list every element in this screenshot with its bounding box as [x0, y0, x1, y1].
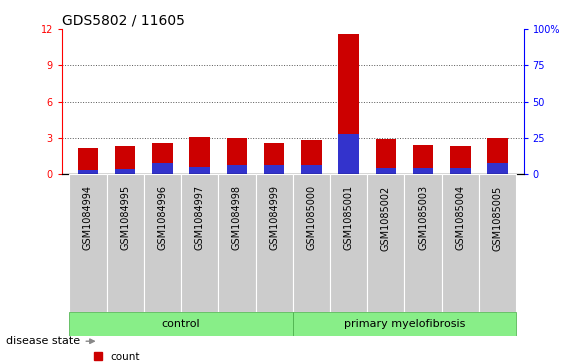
Text: GSM1084998: GSM1084998 — [232, 185, 242, 250]
Text: control: control — [162, 319, 200, 329]
Bar — [181, 174, 218, 312]
Text: GSM1084996: GSM1084996 — [158, 185, 167, 250]
Bar — [69, 174, 106, 312]
Bar — [106, 174, 144, 312]
Text: GSM1085005: GSM1085005 — [493, 185, 503, 250]
Bar — [264, 165, 284, 174]
Bar — [264, 143, 284, 174]
Bar — [293, 174, 330, 312]
Bar — [330, 174, 367, 312]
Text: GSM1084994: GSM1084994 — [83, 185, 93, 250]
Bar — [488, 138, 508, 174]
Bar — [488, 163, 508, 174]
Bar — [413, 168, 434, 174]
Text: GSM1084995: GSM1084995 — [120, 185, 130, 250]
Bar — [413, 145, 434, 174]
Text: GDS5802 / 11605: GDS5802 / 11605 — [62, 14, 185, 28]
Text: primary myelofibrosis: primary myelofibrosis — [344, 319, 465, 329]
Bar — [78, 170, 98, 174]
Bar — [450, 146, 471, 174]
Text: GSM1085004: GSM1085004 — [455, 185, 465, 250]
Bar — [367, 174, 404, 312]
Bar — [218, 174, 256, 312]
Text: GSM1084997: GSM1084997 — [195, 185, 205, 250]
Bar — [144, 174, 181, 312]
Bar — [376, 168, 396, 174]
Bar — [115, 146, 136, 174]
Text: GSM1085003: GSM1085003 — [418, 185, 428, 250]
Bar — [338, 134, 359, 174]
Bar — [69, 312, 293, 336]
Bar — [301, 165, 321, 174]
Bar — [115, 169, 136, 174]
Bar — [479, 174, 516, 312]
Bar — [78, 148, 98, 174]
Bar — [189, 137, 210, 174]
Text: GSM1085001: GSM1085001 — [343, 185, 354, 250]
Bar — [301, 140, 321, 174]
Bar — [227, 165, 247, 174]
Bar — [442, 174, 479, 312]
Text: GSM1084999: GSM1084999 — [269, 185, 279, 250]
Bar — [256, 174, 293, 312]
Text: GSM1085002: GSM1085002 — [381, 185, 391, 250]
Bar — [227, 138, 247, 174]
Text: GSM1085000: GSM1085000 — [306, 185, 316, 250]
Bar — [293, 312, 516, 336]
Legend: count, percentile rank within the sample: count, percentile rank within the sample — [92, 351, 287, 363]
Bar — [338, 34, 359, 174]
Bar — [152, 143, 173, 174]
Bar — [189, 167, 210, 174]
Bar — [376, 139, 396, 174]
Text: disease state: disease state — [6, 336, 80, 346]
Bar — [404, 174, 442, 312]
Bar — [450, 168, 471, 174]
Bar — [152, 163, 173, 174]
